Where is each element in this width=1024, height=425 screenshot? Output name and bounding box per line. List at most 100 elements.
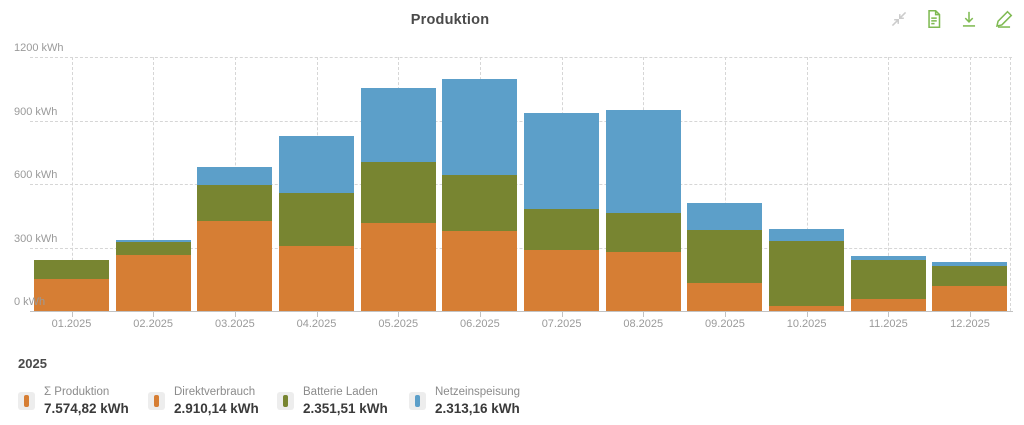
legend-color-pill bbox=[154, 395, 159, 408]
bar-segment-direktverbrauch[interactable] bbox=[769, 305, 845, 311]
x-axis-tick bbox=[153, 312, 155, 317]
x-gridline bbox=[888, 57, 890, 311]
bar-segment-netzeinspeisung[interactable] bbox=[687, 202, 763, 230]
legend-swatch-icon bbox=[148, 392, 165, 411]
x-axis-tick bbox=[806, 312, 808, 317]
bar-segment-batterie-laden[interactable] bbox=[850, 259, 926, 299]
bar-segment-batterie-laden[interactable] bbox=[769, 240, 845, 306]
y-axis-label: 1200 kWh bbox=[14, 42, 64, 54]
legend-year: 2025 bbox=[18, 356, 47, 371]
x-axis-tick bbox=[561, 312, 563, 317]
legend-item-direktverbrauch[interactable]: Direktverbrauch 2.910,14 kWh bbox=[148, 385, 259, 417]
legend-color-pill bbox=[283, 395, 288, 408]
bar-segment-batterie-laden[interactable] bbox=[279, 193, 355, 247]
bar-segment-direktverbrauch[interactable] bbox=[34, 279, 109, 311]
legend-item-batterie-laden[interactable]: Batterie Laden 2.351,51 kWh bbox=[277, 385, 388, 417]
bar-segment-batterie-laden[interactable] bbox=[197, 184, 273, 222]
legend-color-pill bbox=[24, 395, 29, 408]
bar-segment-batterie-laden[interactable] bbox=[34, 260, 109, 280]
x-gridline bbox=[153, 57, 155, 311]
bar-segment-direktverbrauch[interactable] bbox=[442, 230, 518, 311]
bar-segment-direktverbrauch[interactable] bbox=[932, 286, 1008, 311]
bar-segment-netzeinspeisung[interactable] bbox=[932, 261, 1008, 266]
x-axis-tick bbox=[724, 312, 726, 317]
x-axis-label: 03.2025 bbox=[214, 318, 255, 330]
x-axis-tick bbox=[234, 312, 236, 317]
bar-segment-netzeinspeisung[interactable] bbox=[524, 112, 600, 210]
legend-label: Direktverbrauch bbox=[174, 386, 256, 398]
x-axis-label: 04.2025 bbox=[296, 318, 337, 330]
x-axis-label: 07.2025 bbox=[541, 318, 582, 330]
report-icon[interactable] bbox=[923, 8, 945, 30]
legend-item-netzeinspeisung[interactable]: Netzeinspeisung 2.313,16 kWh bbox=[409, 385, 520, 417]
x-axis-tick bbox=[643, 312, 645, 317]
x-axis-label: 12.2025 bbox=[950, 318, 990, 330]
y-gridline bbox=[30, 247, 1012, 249]
bar-segment-netzeinspeisung[interactable] bbox=[442, 78, 518, 176]
legend-value: 2.910,14 kWh bbox=[174, 400, 259, 416]
bar-segment-direktverbrauch[interactable] bbox=[524, 249, 600, 311]
x-axis-label: 09.2025 bbox=[705, 318, 745, 330]
x-axis-tick bbox=[71, 312, 73, 317]
chart-toolbar bbox=[888, 8, 1015, 30]
x-axis-label: 08.2025 bbox=[623, 318, 664, 330]
bar-segment-netzeinspeisung[interactable] bbox=[197, 167, 273, 185]
bar-segment-batterie-laden[interactable] bbox=[442, 175, 518, 231]
y-gridline bbox=[30, 57, 1012, 58]
bar-segment-direktverbrauch[interactable] bbox=[197, 221, 273, 311]
legend-item--produktion[interactable]: Σ Produktion 7.574,82 kWh bbox=[18, 385, 129, 417]
page-title: Produktion bbox=[410, 12, 490, 28]
legend-color-pill bbox=[415, 395, 420, 408]
x-axis-line bbox=[30, 311, 1013, 312]
x-gridline bbox=[806, 57, 808, 311]
legend-label: Σ Produktion bbox=[44, 386, 110, 398]
bar-segment-netzeinspeisung[interactable] bbox=[279, 136, 355, 194]
bar-segment-direktverbrauch[interactable] bbox=[115, 254, 191, 311]
bar-segment-batterie-laden[interactable] bbox=[524, 209, 600, 250]
x-axis-tick bbox=[316, 312, 318, 317]
x-axis-label: 10.2025 bbox=[786, 318, 827, 330]
stacked-bar-chart: 0 kWh 300 kWh 600 kWh 900 kWh 1200 kWh 01.202… bbox=[0, 40, 1024, 340]
y-gridline bbox=[30, 184, 1012, 185]
legend-swatch-icon bbox=[18, 392, 35, 411]
bar-segment-netzeinspeisung[interactable] bbox=[605, 110, 681, 214]
x-axis-tick bbox=[479, 312, 481, 317]
x-axis-tick bbox=[969, 312, 971, 317]
bar-segment-netzeinspeisung[interactable] bbox=[850, 255, 926, 260]
legend-swatch-icon bbox=[277, 392, 294, 411]
bar-segment-batterie-laden[interactable] bbox=[360, 161, 436, 224]
x-axis-label: 05.2025 bbox=[378, 318, 419, 330]
bar-segment-direktverbrauch[interactable] bbox=[605, 251, 681, 311]
x-gridline bbox=[724, 57, 726, 311]
bar-segment-batterie-laden[interactable] bbox=[605, 213, 681, 252]
x-axis-tick bbox=[398, 312, 400, 317]
y-gridline bbox=[30, 120, 1012, 122]
y-axis-label: 600 kWh bbox=[14, 169, 58, 181]
bar-segment-direktverbrauch[interactable] bbox=[687, 283, 763, 311]
legend-label: Batterie Laden bbox=[303, 386, 378, 398]
bar-segment-netzeinspeisung[interactable] bbox=[769, 229, 845, 241]
bar-segment-direktverbrauch[interactable] bbox=[360, 223, 436, 311]
bar-segment-batterie-laden[interactable] bbox=[687, 229, 763, 284]
x-axis-label: 02.2025 bbox=[133, 318, 174, 330]
edit-icon[interactable] bbox=[993, 8, 1015, 30]
collapse-icon[interactable] bbox=[888, 8, 910, 30]
y-axis-label: 300 kWh bbox=[14, 232, 58, 245]
y-axis-label: 0 kWh bbox=[14, 296, 46, 308]
legend-value: 7.574,82 kWh bbox=[44, 400, 129, 416]
x-axis-label: 01.2025 bbox=[51, 318, 92, 330]
x-gridline bbox=[1010, 57, 1011, 311]
bar-segment-netzeinspeisung[interactable] bbox=[115, 240, 191, 242]
legend-swatch-icon bbox=[409, 392, 426, 411]
bar-segment-direktverbrauch[interactable] bbox=[850, 298, 926, 311]
legend-value: 2.313,16 kWh bbox=[435, 400, 520, 416]
x-axis-label: 11.2025 bbox=[868, 318, 908, 330]
x-axis-tick bbox=[888, 312, 890, 317]
download-icon[interactable] bbox=[958, 8, 980, 30]
bar-segment-netzeinspeisung[interactable] bbox=[360, 87, 436, 162]
bar-segment-batterie-laden[interactable] bbox=[932, 265, 1008, 287]
bar-segment-batterie-laden[interactable] bbox=[115, 241, 191, 255]
bar-segment-direktverbrauch[interactable] bbox=[279, 246, 355, 311]
x-gridline bbox=[71, 57, 73, 311]
y-axis-label: 900 kWh bbox=[14, 105, 58, 118]
